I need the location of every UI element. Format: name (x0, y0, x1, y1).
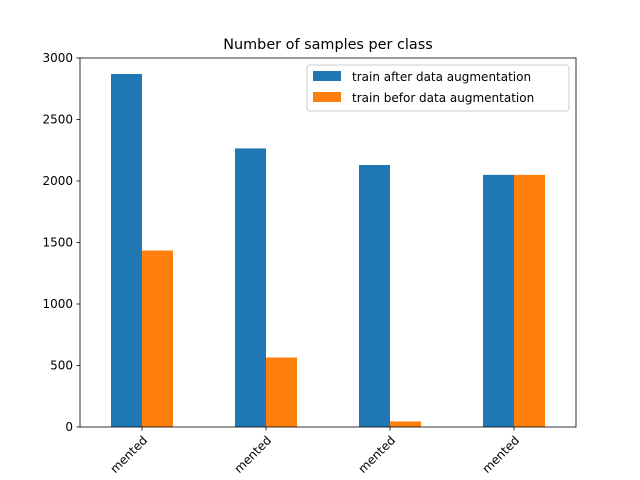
bars-group (111, 73, 545, 428)
legend-swatch-0 (313, 71, 341, 81)
y-tick-label-4: 2000 (42, 174, 73, 188)
legend-swatch-1 (313, 92, 341, 102)
x-tick-label-0: mented (107, 433, 150, 476)
y-tick-label-6: 3000 (42, 51, 73, 65)
x-tick-label-1: mented (231, 433, 274, 476)
bar-after-0 (111, 73, 142, 428)
bar-before-3 (514, 174, 545, 427)
bar-before-2 (390, 421, 421, 427)
plot-frame (79, 57, 577, 428)
y-axis: 0 500 1000 1500 2000 2500 3000 (42, 51, 80, 434)
legend-label-0: train after data augmentation (352, 70, 531, 84)
y-tick-label-0: 0 (65, 420, 73, 434)
bar-before-0 (142, 250, 173, 427)
x-tick-label-3: mented (479, 433, 522, 476)
bar-after-2 (359, 165, 390, 427)
x-axis: mented mented mented mented (107, 427, 522, 476)
chart-title: Number of samples per class (223, 37, 432, 53)
y-tick-label-5: 2500 (42, 113, 73, 127)
legend-label-1: train befor data augmentation (352, 91, 534, 105)
legend-box (306, 64, 570, 112)
legend: train after data augmentation train befor… (306, 64, 570, 112)
x-tick-label-2: mented (355, 433, 398, 476)
bar-after-3 (483, 174, 514, 427)
y-tick-label-3: 1500 (42, 236, 73, 250)
bar-before-1 (266, 357, 297, 427)
bar-after-1 (235, 148, 266, 427)
y-tick-label-1: 500 (50, 359, 73, 373)
y-tick-label-2: 1000 (42, 297, 73, 311)
